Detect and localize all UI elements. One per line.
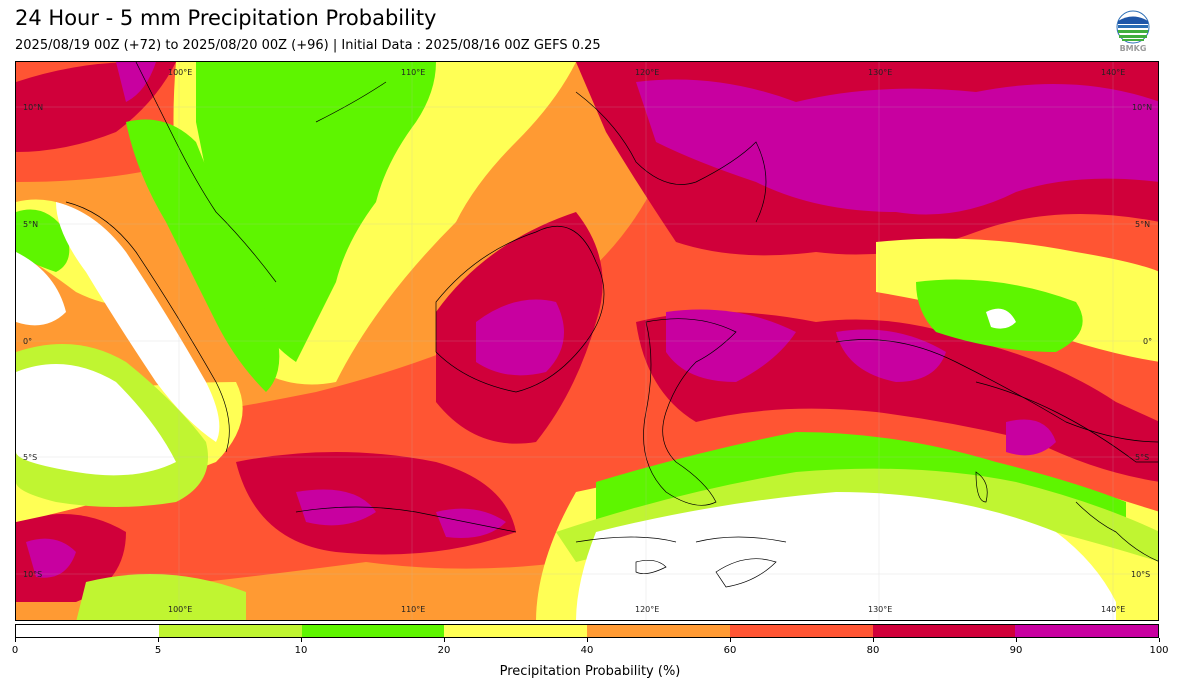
lat-label-right: 10°N: [1132, 103, 1153, 112]
lat-label-left: 10°N: [23, 103, 44, 112]
lon-label-bottom: 130°E: [868, 605, 893, 614]
lat-label-right: 10°S: [1131, 570, 1151, 579]
lon-label-top: 100°E: [168, 68, 193, 77]
colorbar-segment: [729, 625, 873, 637]
colorbar-tick-mark: [14, 638, 16, 642]
colorbar-tick-label: 0: [11, 645, 19, 656]
colorbar: [15, 624, 1159, 638]
lon-label-bottom: 140°E: [1101, 605, 1126, 614]
colorbar-tick-label: 40: [580, 645, 594, 656]
precipitation-contours: [16, 62, 1158, 620]
colorbar-segment: [16, 625, 159, 637]
lon-label-bottom: 120°E: [635, 605, 660, 614]
colorbar-tick-label: 10: [294, 645, 308, 656]
colorbar-tick-label: 100: [1149, 645, 1169, 656]
colorbar-tick-mark: [300, 638, 302, 642]
colorbar-tick-mark: [443, 638, 445, 642]
colorbar-tick-label: 60: [723, 645, 737, 656]
lon-label-top: 140°E: [1101, 68, 1126, 77]
logo-text: BMKG: [1119, 44, 1147, 53]
lat-label-right: 5°S: [1135, 453, 1150, 462]
lon-label-top: 130°E: [868, 68, 893, 77]
colorbar-segment: [158, 625, 302, 637]
colorbar-tick-mark: [586, 638, 588, 642]
colorbar-tick-label: 20: [437, 645, 451, 656]
colorbar-label: Precipitation Probability (%): [499, 664, 681, 679]
colorbar-segment: [1015, 625, 1158, 637]
map-subtitle: 2025/08/19 00Z (+72) to 2025/08/20 00Z (…: [15, 38, 601, 53]
colorbar-tick-label: 90: [1009, 645, 1023, 656]
lon-label-top: 120°E: [635, 68, 660, 77]
lat-label-left: 5°S: [23, 453, 38, 462]
colorbar-tick-mark: [1015, 638, 1017, 642]
lat-label-left: 10°S: [23, 570, 43, 579]
lat-label-left: 5°N: [23, 220, 39, 229]
precipitation-map: 100°E 110°E 120°E 130°E 140°E 100°E 110°…: [15, 61, 1159, 621]
colorbar-segment: [301, 625, 445, 637]
lat-label-left: 0°: [23, 337, 33, 346]
colorbar-segment: [872, 625, 1016, 637]
colorbar-tick-label: 80: [866, 645, 880, 656]
map-title: 24 Hour - 5 mm Precipitation Probability: [15, 6, 437, 30]
lon-label-bottom: 110°E: [401, 605, 426, 614]
lat-label-right: 5°N: [1135, 220, 1151, 229]
colorbar-tick-mark: [872, 638, 874, 642]
lon-label-bottom: 100°E: [168, 605, 193, 614]
colorbar-tick-mark: [1158, 638, 1160, 642]
lon-label-top: 110°E: [401, 68, 426, 77]
colorbar-segment: [444, 625, 587, 637]
bmkg-logo-icon: [1116, 10, 1150, 44]
colorbar-segment: [587, 625, 730, 637]
colorbar-tick-label: 5: [154, 645, 162, 656]
lat-label-right: 0°: [1143, 337, 1153, 346]
colorbar-tick-mark: [729, 638, 731, 642]
colorbar-tick-mark: [157, 638, 159, 642]
